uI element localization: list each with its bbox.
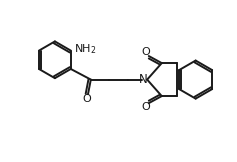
Text: O: O — [141, 102, 150, 112]
Text: NH$_2$: NH$_2$ — [74, 43, 96, 56]
Text: N: N — [138, 73, 147, 86]
Text: O: O — [82, 94, 91, 104]
Text: O: O — [141, 47, 150, 58]
